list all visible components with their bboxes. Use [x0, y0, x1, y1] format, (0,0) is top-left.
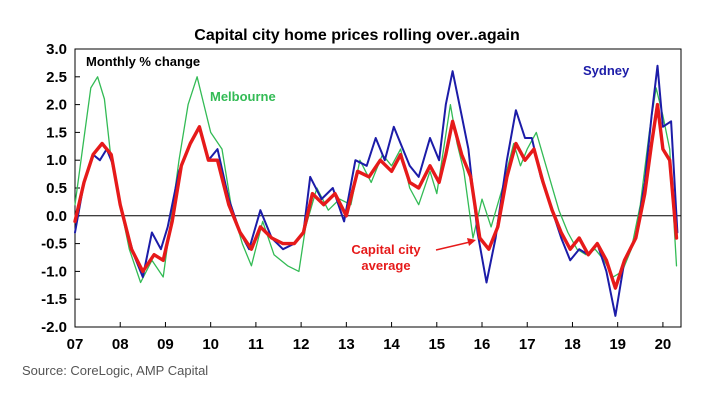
- series-lines: [73, 64, 679, 317]
- x-tick-label: 16: [474, 336, 491, 353]
- legend-capital-line1: Capital city: [351, 242, 421, 257]
- y-tick-label: -1.5: [41, 291, 67, 308]
- plot-frame: [74, 48, 682, 328]
- x-tick-label: 19: [609, 336, 626, 353]
- y-tick-label: 1.5: [46, 124, 67, 141]
- capital-arrow-head: [467, 238, 476, 246]
- legend-melbourne: Melbourne: [210, 89, 276, 104]
- x-tick-label: 12: [293, 336, 310, 353]
- price-chart: Capital city home prices rolling over..a…: [41, 27, 682, 353]
- y-tick-label: 2.5: [46, 69, 67, 86]
- capital-arrow-line: [435, 241, 471, 251]
- y-tick-label: 3.0: [46, 41, 67, 58]
- y-tick-label: 0.5: [46, 180, 67, 197]
- plot-area: [73, 48, 682, 328]
- x-tick-labels: 07 08 09 10 11 12 13 14 15 16 17 18 19 20: [67, 336, 672, 353]
- x-tick-label: 20: [655, 336, 672, 353]
- x-tick-label: 15: [428, 336, 445, 353]
- x-tick-label: 13: [338, 336, 355, 353]
- x-tick-label: 07: [67, 336, 84, 353]
- sydney-line: [74, 64, 679, 317]
- y-tick-label: 1.0: [46, 152, 67, 169]
- y-tick-label: -2.0: [41, 319, 67, 336]
- axis-ticks: [74, 48, 664, 328]
- x-tick-label: 14: [383, 336, 400, 353]
- source-note: Source: CoreLogic, AMP Capital: [22, 363, 209, 378]
- x-tick-label: 17: [519, 336, 536, 353]
- y-tick-label: 2.0: [46, 97, 67, 114]
- y-tick-label: -0.5: [41, 236, 67, 253]
- legend-capital-line2: average: [361, 258, 410, 273]
- y-units-label: Monthly % change: [86, 54, 200, 69]
- y-tick-label: -1.0: [41, 263, 67, 280]
- x-tick-label: 08: [112, 336, 129, 353]
- x-tick-label: 10: [202, 336, 219, 353]
- y-tick-labels: 3.0 2.5 2.0 1.5 1.0 0.5 0.0 -0.5 -1.0 -1.5 -2.0: [41, 41, 67, 336]
- capital-average-line: [73, 102, 679, 290]
- chart-title: Capital city home prices rolling over..a…: [194, 27, 519, 44]
- x-tick-label: 18: [564, 336, 581, 353]
- x-tick-label: 11: [248, 336, 264, 353]
- legend-sydney: Sydney: [583, 63, 630, 78]
- x-tick-label: 09: [157, 336, 174, 353]
- y-tick-label: 0.0: [46, 208, 67, 225]
